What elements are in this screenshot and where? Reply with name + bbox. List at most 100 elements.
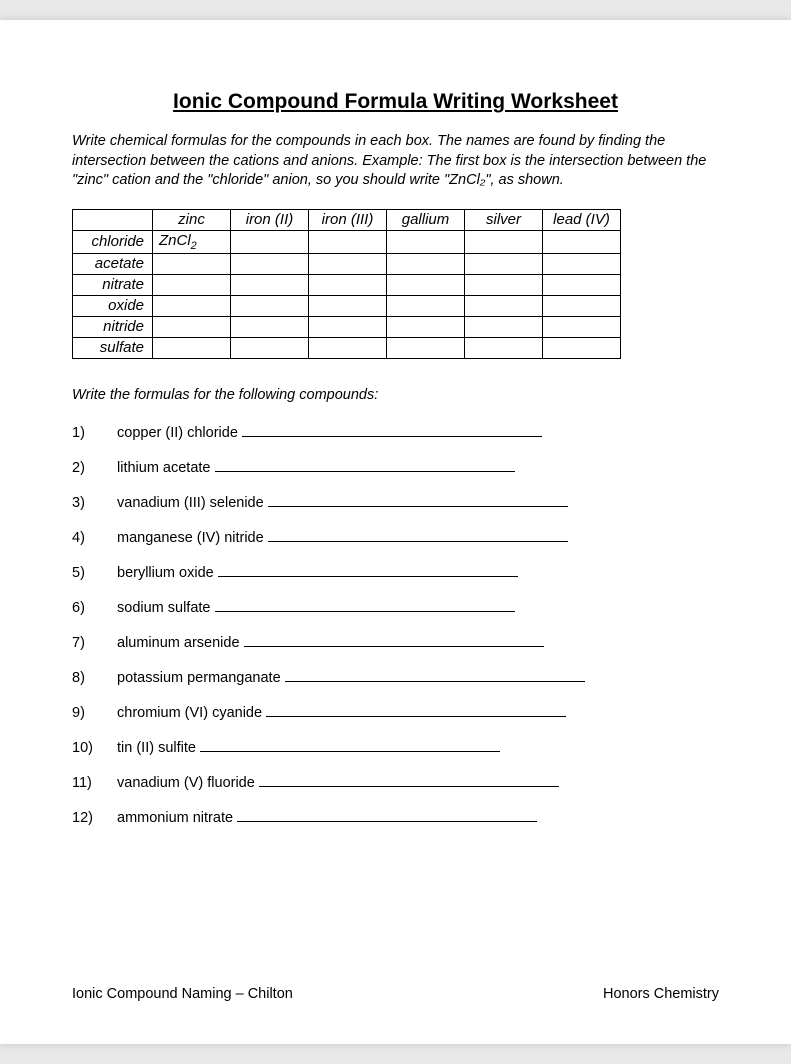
formula-cell[interactable] xyxy=(543,337,621,358)
question-list: 1)copper (II) chloride 2)lithium acetate… xyxy=(72,425,719,826)
formula-cell[interactable] xyxy=(387,337,465,358)
question-text: manganese (IV) nitride xyxy=(117,530,264,546)
formula-cell[interactable] xyxy=(387,230,465,253)
formula-cell[interactable] xyxy=(309,274,387,295)
formula-cell[interactable] xyxy=(231,274,309,295)
question-row: 1)copper (II) chloride xyxy=(72,425,719,441)
formula-cell[interactable] xyxy=(309,295,387,316)
anion-label: chloride xyxy=(73,230,153,253)
table-row: acetate xyxy=(73,253,621,274)
question-text: beryllium oxide xyxy=(117,565,214,581)
formula-cell[interactable] xyxy=(153,295,231,316)
question-number: 4) xyxy=(72,530,117,546)
question-row: 12)ammonium nitrate xyxy=(72,810,719,826)
formula-cell[interactable] xyxy=(465,253,543,274)
question-row: 7)aluminum arsenide xyxy=(72,635,719,651)
question-number: 10) xyxy=(72,740,117,756)
question-text: potassium permanganate xyxy=(117,670,281,686)
page-footer: Ionic Compound Naming – Chilton Honors C… xyxy=(72,986,719,1002)
cation-header: iron (II) xyxy=(231,209,309,230)
table-row: nitrate xyxy=(73,274,621,295)
compound-table: zinc iron (II) iron (III) gallium silver… xyxy=(72,209,621,359)
formula-cell[interactable] xyxy=(465,295,543,316)
question-row: 5)beryllium oxide xyxy=(72,565,719,581)
answer-blank[interactable] xyxy=(242,436,542,437)
anion-label: oxide xyxy=(73,295,153,316)
cation-header: iron (III) xyxy=(309,209,387,230)
table-row: nitride xyxy=(73,316,621,337)
cation-header: silver xyxy=(465,209,543,230)
formula-cell[interactable] xyxy=(543,253,621,274)
question-number: 11) xyxy=(72,775,117,791)
formula-cell[interactable] xyxy=(153,316,231,337)
formula-cell[interactable] xyxy=(543,274,621,295)
formula-cell[interactable] xyxy=(465,337,543,358)
answer-blank[interactable] xyxy=(268,541,568,542)
table-row: sulfate xyxy=(73,337,621,358)
table-row: oxide xyxy=(73,295,621,316)
cation-header: lead (IV) xyxy=(543,209,621,230)
formula-cell[interactable] xyxy=(309,253,387,274)
cation-header: zinc xyxy=(153,209,231,230)
question-text: chromium (VI) cyanide xyxy=(117,705,262,721)
anion-label: acetate xyxy=(73,253,153,274)
question-number: 3) xyxy=(72,495,117,511)
table-header-row: zinc iron (II) iron (III) gallium silver… xyxy=(73,209,621,230)
formula-cell[interactable] xyxy=(543,230,621,253)
question-number: 7) xyxy=(72,635,117,651)
answer-blank[interactable] xyxy=(215,471,515,472)
answer-blank[interactable] xyxy=(266,716,566,717)
formula-cell[interactable] xyxy=(309,316,387,337)
question-text: copper (II) chloride xyxy=(117,425,238,441)
formula-cell[interactable] xyxy=(153,253,231,274)
question-text: vanadium (V) fluoride xyxy=(117,775,255,791)
formula-cell[interactable] xyxy=(465,230,543,253)
table-corner-cell xyxy=(73,209,153,230)
footer-right: Honors Chemistry xyxy=(603,986,719,1002)
formula-cell[interactable] xyxy=(465,274,543,295)
formula-cell[interactable] xyxy=(309,337,387,358)
formula-cell[interactable] xyxy=(231,295,309,316)
question-row: 4)manganese (IV) nitride xyxy=(72,530,719,546)
question-text: vanadium (III) selenide xyxy=(117,495,264,511)
question-text: lithium acetate xyxy=(117,460,211,476)
formula-cell[interactable] xyxy=(153,337,231,358)
formula-cell[interactable] xyxy=(387,274,465,295)
question-number: 8) xyxy=(72,670,117,686)
formula-cell[interactable] xyxy=(465,316,543,337)
worksheet-page: Ionic Compound Formula Writing Worksheet… xyxy=(0,20,791,1044)
formula-cell[interactable] xyxy=(387,316,465,337)
question-row: 8)potassium permanganate xyxy=(72,670,719,686)
anion-label: sulfate xyxy=(73,337,153,358)
formula-cell[interactable] xyxy=(231,230,309,253)
anion-label: nitrate xyxy=(73,274,153,295)
table-row: chloride ZnCl2 xyxy=(73,230,621,253)
answer-blank[interactable] xyxy=(268,506,568,507)
formula-cell[interactable] xyxy=(309,230,387,253)
formula-cell[interactable] xyxy=(231,316,309,337)
answer-blank[interactable] xyxy=(237,821,537,822)
formula-cell[interactable] xyxy=(153,274,231,295)
formula-cell[interactable] xyxy=(543,295,621,316)
answer-blank[interactable] xyxy=(215,611,515,612)
formula-cell[interactable] xyxy=(387,295,465,316)
answer-blank[interactable] xyxy=(200,751,500,752)
answer-blank[interactable] xyxy=(218,576,518,577)
formula-cell[interactable] xyxy=(543,316,621,337)
prefilled-subscript: 2 xyxy=(191,240,197,252)
answer-blank[interactable] xyxy=(259,786,559,787)
formula-cell[interactable] xyxy=(231,337,309,358)
question-row: 3)vanadium (III) selenide xyxy=(72,495,719,511)
question-row: 2)lithium acetate xyxy=(72,460,719,476)
cation-header: gallium xyxy=(387,209,465,230)
question-text: aluminum arsenide xyxy=(117,635,240,651)
question-row: 10)tin (II) sulfite xyxy=(72,740,719,756)
answer-blank[interactable] xyxy=(244,646,544,647)
formula-cell[interactable]: ZnCl2 xyxy=(153,230,231,253)
formula-cell[interactable] xyxy=(231,253,309,274)
section2-prompt: Write the formulas for the following com… xyxy=(72,387,719,403)
answer-blank[interactable] xyxy=(285,681,585,682)
question-number: 5) xyxy=(72,565,117,581)
prefilled-formula: ZnCl xyxy=(159,232,191,249)
formula-cell[interactable] xyxy=(387,253,465,274)
